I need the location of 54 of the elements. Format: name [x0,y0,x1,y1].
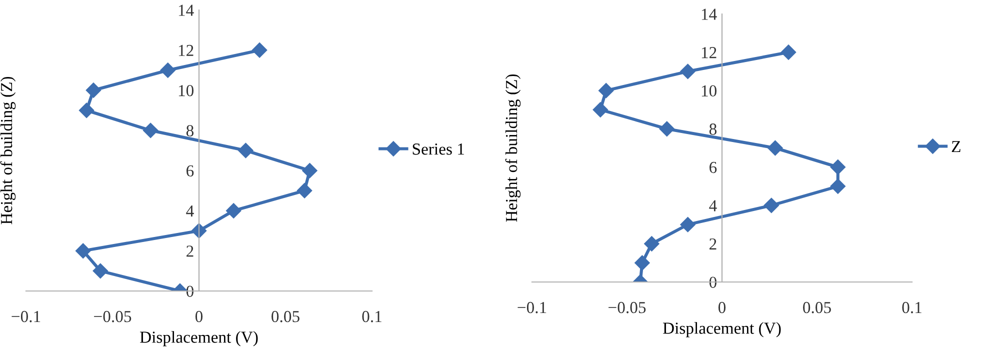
x-tick-label: 0.1 [362,310,382,322]
point [92,263,108,278]
x-tick-label: −0.1 [518,302,546,314]
point [830,160,846,175]
y-tick-label: 10 [178,84,194,96]
legend-label: Series 1 [412,144,464,155]
y-tick-label: 12 [702,47,716,58]
point [830,178,846,194]
legend-label: Z [952,141,960,152]
point [76,243,91,258]
x-tick-label: 0 [718,302,726,314]
x-axis-title: Displacement (V) [663,322,781,338]
point [86,82,102,98]
point [680,217,696,232]
point [764,198,779,213]
point [142,122,158,138]
x-tick-label: −0.05 [94,310,132,322]
point [78,102,94,118]
point [598,83,614,98]
x-tick-label: −0.05 [608,302,646,314]
point [768,140,783,156]
point [659,121,674,136]
x-tick-label: 0.05 [272,310,300,322]
point [644,236,660,252]
point [680,64,696,79]
y-tick-label: 14 [702,8,717,20]
y-axis-title: Height of building (Z) [505,74,521,222]
y-axis-title: Height of building (Z) [0,76,16,224]
point [191,223,207,238]
x-tick-label: 0.05 [803,302,831,314]
y-tick-label: 8 [709,124,717,135]
point [302,163,318,178]
y-tick-label: 12 [178,44,194,56]
y-tick-label: 14 [178,4,194,16]
y-tick-label: 6 [186,165,194,177]
y-tick-label: 4 [709,200,717,212]
point [780,44,796,60]
y-tick-label: 10 [702,85,717,97]
x-axis-title: Displacement (V) [140,331,258,346]
point [592,102,608,118]
point [252,42,268,58]
x-tick-label: 0 [195,310,203,322]
point [296,183,312,198]
y-tick-label: 2 [710,238,716,250]
y-tick-label: 8 [186,125,194,136]
x-tick-label: 0.1 [902,302,922,314]
y-tick-label: 2 [186,246,194,257]
x-tick-label: −0.1 [12,310,40,322]
point [226,203,242,218]
point [238,142,254,158]
y-tick-label: 6 [710,162,717,174]
point [160,62,176,78]
point [634,255,650,270]
y-tick-label: 4 [186,206,194,216]
